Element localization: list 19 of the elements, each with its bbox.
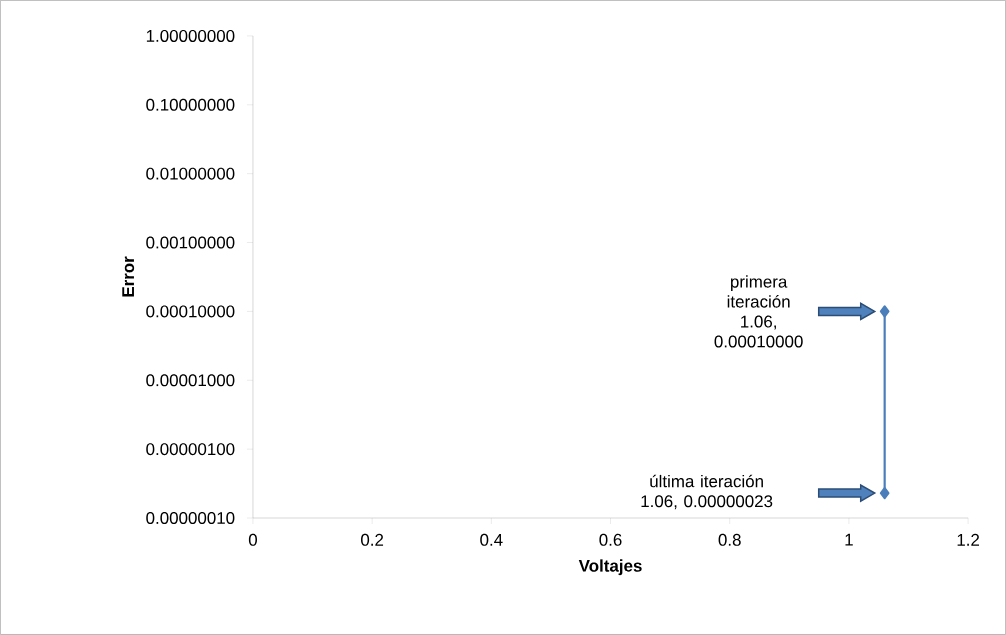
x-tick-label: 1.2 bbox=[957, 533, 980, 546]
y-tick-label: 0.00000100 bbox=[146, 443, 235, 456]
x-axis-title: Voltajes bbox=[578, 559, 642, 576]
x-tick-label: 0 bbox=[248, 533, 258, 546]
y-tick-label: 0.00001000 bbox=[146, 374, 235, 387]
x-tick-label: 0.8 bbox=[718, 533, 741, 546]
y-tick-label: 0.01000000 bbox=[146, 167, 235, 180]
x-tick-label: 0.6 bbox=[599, 533, 622, 546]
y-tick-label: 0.00100000 bbox=[146, 236, 235, 249]
annotation: primera iteración 1.06, 0.00010000 bbox=[714, 275, 803, 348]
y-tick-label: 0.00010000 bbox=[146, 305, 235, 318]
x-tick-label: 0.2 bbox=[361, 533, 384, 546]
y-tick-label: 1.00000000 bbox=[146, 29, 235, 42]
x-tick-label: 1 bbox=[845, 533, 853, 546]
y-tick-label: 0.10000000 bbox=[146, 98, 235, 111]
x-tick-label: 0.4 bbox=[480, 533, 503, 546]
y-tick-label: 0.00000010 bbox=[146, 512, 235, 525]
y-axis-title: Error bbox=[122, 256, 135, 297]
annotation: última iteración 1.06, 0.00000023 bbox=[641, 474, 773, 510]
